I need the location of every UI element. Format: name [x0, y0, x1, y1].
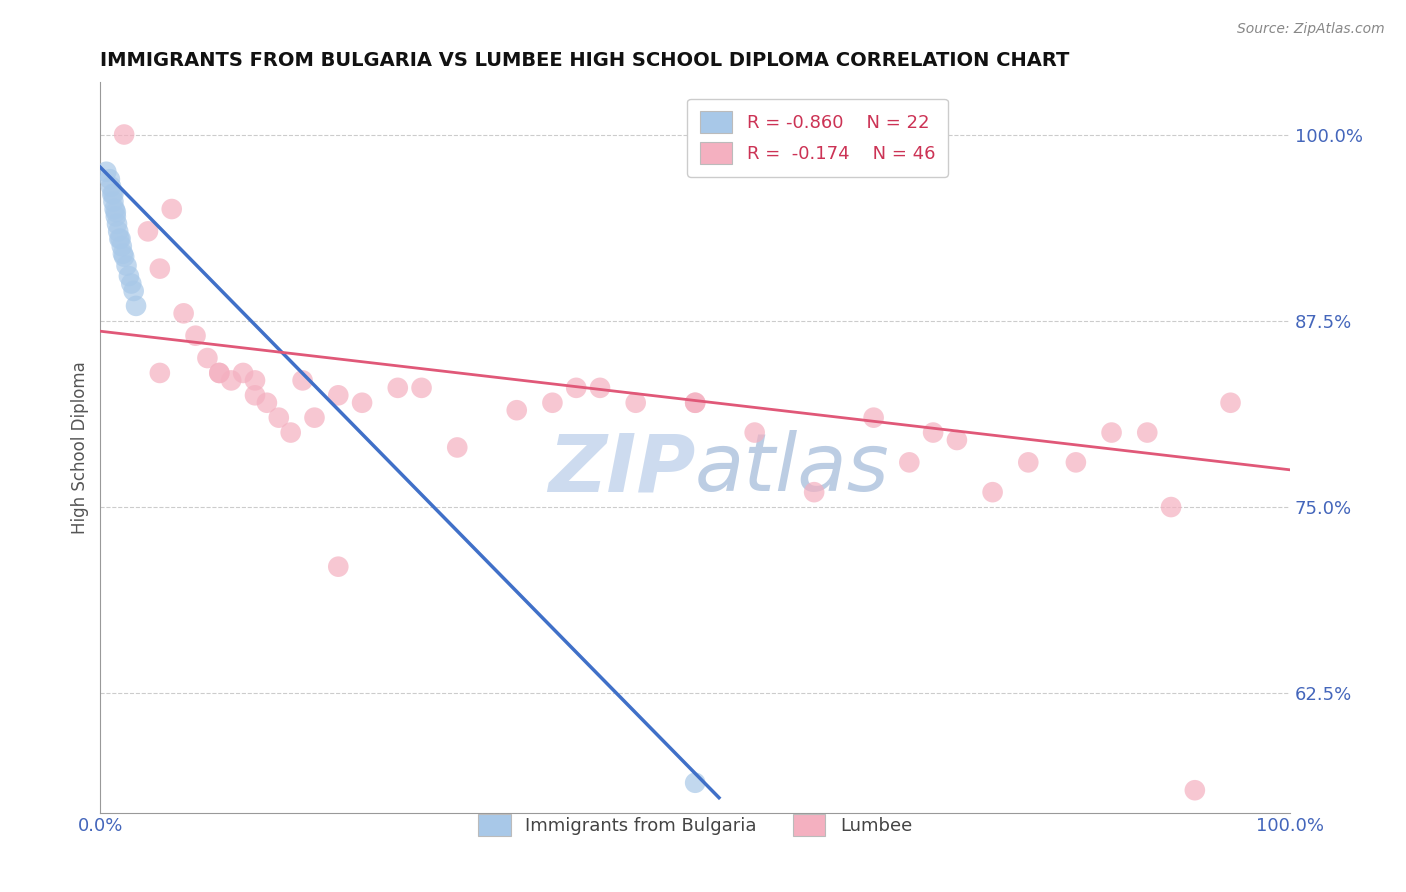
Point: [541, 396, 564, 410]
Legend: Immigrants from Bulgaria, Lumbee: Immigrants from Bulgaria, Lumbee: [471, 807, 920, 844]
Point: [243, 373, 266, 387]
Point: [256, 396, 278, 410]
Point: [125, 299, 148, 313]
Point: [208, 366, 231, 380]
Text: IMMIGRANTS FROM BULGARIA VS LUMBEE HIGH SCHOOL DIPLOMA CORRELATION CHART: IMMIGRANTS FROM BULGARIA VS LUMBEE HIGH …: [100, 51, 1070, 70]
Text: Source: ZipAtlas.com: Source: ZipAtlas.com: [1237, 22, 1385, 37]
Point: [328, 559, 350, 574]
Text: atlas: atlas: [695, 430, 890, 508]
Point: [101, 187, 124, 202]
Point: [104, 202, 127, 216]
Point: [160, 202, 183, 216]
Point: [197, 351, 219, 365]
Point: [112, 250, 135, 264]
Point: [589, 381, 612, 395]
Point: [120, 277, 142, 291]
Point: [683, 776, 706, 790]
Point: [981, 485, 1004, 500]
Point: [115, 259, 138, 273]
Point: [304, 410, 326, 425]
Point: [110, 232, 132, 246]
Point: [107, 224, 129, 238]
Point: [111, 246, 134, 260]
Point: [946, 433, 969, 447]
Point: [104, 205, 127, 219]
Point: [506, 403, 529, 417]
Point: [118, 269, 141, 284]
Point: [1101, 425, 1123, 440]
Point: [184, 328, 207, 343]
Point: [803, 485, 825, 500]
Point: [100, 179, 122, 194]
Point: [232, 366, 254, 380]
Point: [862, 410, 884, 425]
Point: [898, 455, 921, 469]
Point: [1184, 783, 1206, 797]
Point: [122, 284, 145, 298]
Point: [280, 425, 302, 440]
Point: [565, 381, 588, 395]
Point: [103, 187, 125, 202]
Point: [1017, 455, 1039, 469]
Point: [1064, 455, 1087, 469]
Point: [1160, 500, 1182, 514]
Point: [173, 306, 195, 320]
Point: [1136, 425, 1159, 440]
Point: [219, 373, 242, 387]
Point: [104, 210, 127, 224]
Point: [683, 396, 706, 410]
Point: [352, 396, 374, 410]
Point: [103, 194, 125, 209]
Point: [624, 396, 647, 410]
Point: [108, 232, 131, 246]
Point: [111, 239, 134, 253]
Point: [411, 381, 433, 395]
Point: [105, 217, 128, 231]
Point: [149, 366, 172, 380]
Point: [291, 373, 314, 387]
Point: [136, 224, 159, 238]
Point: [1219, 396, 1241, 410]
Point: [683, 396, 706, 410]
Point: [922, 425, 945, 440]
Point: [328, 388, 350, 402]
Point: [744, 425, 766, 440]
Point: [208, 366, 231, 380]
Point: [112, 128, 135, 142]
Y-axis label: High School Diploma: High School Diploma: [72, 361, 89, 533]
Point: [96, 165, 118, 179]
Point: [98, 172, 121, 186]
Point: [243, 388, 266, 402]
Text: ZIP: ZIP: [548, 430, 695, 508]
Point: [387, 381, 409, 395]
Point: [267, 410, 290, 425]
Point: [149, 261, 172, 276]
Point: [446, 441, 468, 455]
